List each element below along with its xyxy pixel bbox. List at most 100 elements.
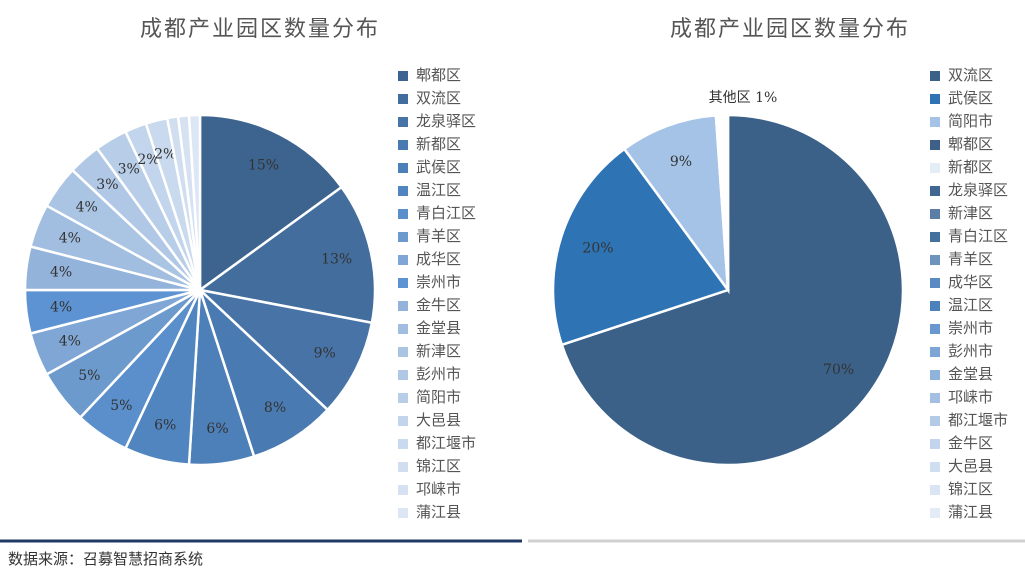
legend-swatch: [930, 393, 940, 403]
legend-swatch: [398, 416, 408, 426]
legend-label: 大邑县: [948, 457, 993, 475]
data-label: 70%: [823, 362, 854, 378]
legend-label: 郫都区: [416, 66, 461, 84]
legend-swatch: [398, 370, 408, 380]
legend-swatch: [930, 508, 940, 518]
legend-label: 成华区: [416, 250, 461, 268]
data-label: 3%: [118, 161, 140, 177]
legend-swatch: [930, 462, 940, 472]
legend-swatch: [398, 347, 408, 357]
legend-label: 新津区: [416, 342, 461, 360]
legend-label: 龙泉驿区: [416, 112, 476, 130]
pie-slice: [187, 113, 202, 291]
pie-slice: [196, 185, 377, 325]
pie-slice: [560, 113, 905, 467]
data-label: 4%: [59, 230, 81, 246]
legend-label: 崇州市: [948, 319, 993, 337]
data-label: 2%: [137, 152, 159, 168]
legend-label: 金堂县: [416, 319, 461, 337]
legend-label: 武侯区: [416, 158, 461, 176]
legend-label: 大邑县: [416, 411, 461, 429]
legend-swatch: [398, 508, 408, 518]
data-label: 13%: [321, 251, 352, 267]
legend-label: 双流区: [416, 89, 461, 107]
legend-swatch: [930, 347, 940, 357]
legend-swatch: [398, 278, 408, 288]
chart-title: 成都产业园区数量分布: [670, 17, 910, 42]
legend-swatch: [930, 439, 940, 449]
legend-swatch: [398, 232, 408, 242]
legend-label: 新津区: [948, 204, 993, 222]
legend-swatch: [398, 94, 408, 104]
legend-swatch: [398, 140, 408, 150]
legend-label: 简阳市: [948, 112, 993, 130]
legend-swatch: [398, 462, 408, 472]
legend-swatch: [930, 71, 940, 81]
legend-swatch: [930, 485, 940, 495]
legend-swatch: [930, 416, 940, 426]
pie-slice: [196, 287, 374, 412]
legend-label: 金牛区: [948, 434, 993, 452]
legend-swatch: [398, 393, 408, 403]
legend-label: 简阳市: [416, 388, 461, 406]
chart-title: 成都产业园区数量分布: [140, 17, 380, 42]
legend-swatch: [930, 117, 940, 127]
legend-label: 崇州市: [416, 273, 461, 291]
legend-label: 锦江区: [948, 480, 993, 498]
data-label: 4%: [50, 300, 72, 316]
legend-label: 郫都区: [948, 135, 993, 153]
legend-label: 都江堰市: [416, 434, 476, 452]
legend-swatch: [930, 186, 940, 196]
annotation: 其他区 1%: [709, 90, 778, 106]
data-label: 9%: [314, 346, 336, 362]
data-label: 20%: [582, 240, 613, 256]
source-note: 数据来源：召募智慧招商系统: [8, 550, 203, 568]
legend-swatch: [398, 163, 408, 173]
legend-label: 双流区: [948, 66, 993, 84]
data-label: 3%: [96, 177, 118, 193]
data-label: 5%: [110, 398, 132, 414]
legend-label: 都江堰市: [948, 411, 1008, 429]
legend-label: 温江区: [948, 296, 993, 314]
legend-swatch: [398, 117, 408, 127]
data-label: 9%: [670, 154, 692, 170]
legend-label: 蒲江县: [416, 503, 461, 521]
legend-label: 青羊区: [948, 250, 993, 268]
data-label: 4%: [59, 334, 81, 350]
legend-swatch: [398, 186, 408, 196]
data-label: 6%: [154, 418, 176, 434]
legend-label: 温江区: [416, 181, 461, 199]
legend-swatch: [398, 301, 408, 311]
legend-label: 金堂县: [948, 365, 993, 383]
legend-label: 彭州市: [948, 342, 993, 360]
data-label: 4%: [50, 264, 72, 280]
legend-label: 新都区: [948, 158, 993, 176]
legend-swatch: [398, 209, 408, 219]
data-label: 15%: [248, 157, 279, 173]
pie-slice: [726, 113, 730, 291]
legend-swatch: [398, 439, 408, 449]
legend-swatch: [930, 370, 940, 380]
legend-label: 蒲江县: [948, 503, 993, 521]
data-label: 6%: [206, 421, 228, 437]
legend-label: 新都区: [416, 135, 461, 153]
legend-label: 青羊区: [416, 227, 461, 245]
pie-slice: [198, 113, 344, 293]
legend-label: 龙泉驿区: [948, 181, 1008, 199]
legend-swatch: [930, 140, 940, 150]
legend-label: 成华区: [948, 273, 993, 291]
legend-swatch: [930, 324, 940, 334]
legend-swatch: [398, 324, 408, 334]
legend-label: 邛崃市: [416, 480, 461, 498]
legend-label: 青白江区: [948, 227, 1008, 245]
legend-label: 邛崃市: [948, 388, 993, 406]
legend-swatch: [930, 301, 940, 311]
legend-swatch: [398, 71, 408, 81]
data-label: 5%: [78, 368, 100, 384]
pie-slice: [551, 147, 731, 347]
legend-label: 武侯区: [948, 89, 993, 107]
legend-label: 金牛区: [416, 296, 461, 314]
legend-label: 彭州市: [416, 365, 461, 383]
legend-label: 锦江区: [416, 457, 461, 475]
